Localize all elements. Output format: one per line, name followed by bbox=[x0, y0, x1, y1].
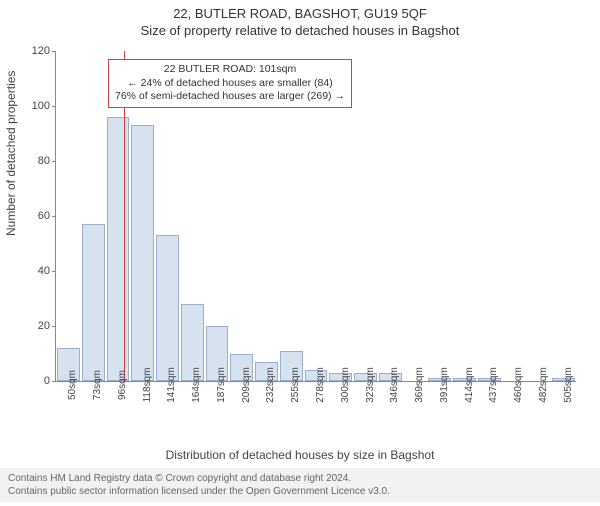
y-tick-mark bbox=[52, 326, 56, 327]
y-tick-mark bbox=[52, 381, 56, 382]
x-axis-label: Distribution of detached houses by size … bbox=[0, 448, 600, 462]
y-tick-label: 0 bbox=[44, 375, 50, 387]
y-tick-label: 20 bbox=[38, 320, 50, 332]
x-tick-label: 255sqm bbox=[290, 367, 301, 403]
x-tick-label: 505sqm bbox=[563, 367, 574, 403]
x-tick-label: 209sqm bbox=[241, 367, 252, 403]
annotation-line: ← 24% of detached houses are smaller (84… bbox=[115, 77, 345, 91]
footer-line1: Contains HM Land Registry data © Crown c… bbox=[8, 472, 592, 485]
y-tick-mark bbox=[52, 216, 56, 217]
x-tick-label: 437sqm bbox=[488, 367, 499, 403]
histogram-bar bbox=[156, 235, 179, 381]
histogram-bar bbox=[131, 125, 154, 381]
footer-line2: Contains public sector information licen… bbox=[8, 485, 592, 498]
x-tick-label: 141sqm bbox=[166, 367, 177, 403]
y-axis-label: Number of detached properties bbox=[4, 71, 18, 236]
y-tick-mark bbox=[52, 161, 56, 162]
x-tick-label: 232sqm bbox=[265, 367, 276, 403]
footer: Contains HM Land Registry data © Crown c… bbox=[0, 468, 600, 502]
histogram-bar bbox=[82, 224, 105, 381]
x-tick-label: 118sqm bbox=[142, 368, 153, 403]
x-tick-label: 346sqm bbox=[389, 367, 400, 403]
x-tick-label: 460sqm bbox=[513, 367, 524, 403]
y-tick-label: 80 bbox=[38, 155, 50, 167]
x-tick-label: 391sqm bbox=[439, 367, 450, 403]
y-tick-mark bbox=[52, 271, 56, 272]
chart-area: 22 BUTLER ROAD: 101sqm← 24% of detached … bbox=[55, 51, 575, 421]
subtitle: Size of property relative to detached ho… bbox=[0, 23, 600, 38]
address-title: 22, BUTLER ROAD, BAGSHOT, GU19 5QF bbox=[0, 6, 600, 21]
annotation-line: 22 BUTLER ROAD: 101sqm bbox=[115, 63, 345, 77]
x-tick-label: 96sqm bbox=[117, 370, 128, 400]
y-tick-label: 40 bbox=[38, 265, 50, 277]
x-tick-label: 482sqm bbox=[538, 367, 549, 403]
y-tick-label: 60 bbox=[38, 210, 50, 222]
x-tick-label: 278sqm bbox=[315, 367, 326, 403]
annotation-box: 22 BUTLER ROAD: 101sqm← 24% of detached … bbox=[108, 59, 352, 108]
x-tick-label: 369sqm bbox=[414, 367, 425, 403]
x-tick-label: 300sqm bbox=[340, 367, 351, 403]
plot-region: 22 BUTLER ROAD: 101sqm← 24% of detached … bbox=[55, 51, 576, 382]
x-tick-label: 50sqm bbox=[67, 370, 78, 400]
x-tick-label: 414sqm bbox=[464, 367, 475, 403]
y-tick-label: 100 bbox=[32, 100, 50, 112]
y-tick-mark bbox=[52, 106, 56, 107]
x-tick-label: 73sqm bbox=[92, 370, 103, 400]
x-tick-label: 187sqm bbox=[216, 367, 227, 403]
x-tick-label: 164sqm bbox=[191, 367, 202, 403]
y-tick-label: 120 bbox=[32, 45, 50, 57]
histogram-bar bbox=[107, 117, 130, 381]
x-tick-label: 323sqm bbox=[365, 367, 376, 403]
annotation-line: 76% of semi-detached houses are larger (… bbox=[115, 90, 345, 104]
y-tick-mark bbox=[52, 51, 56, 52]
